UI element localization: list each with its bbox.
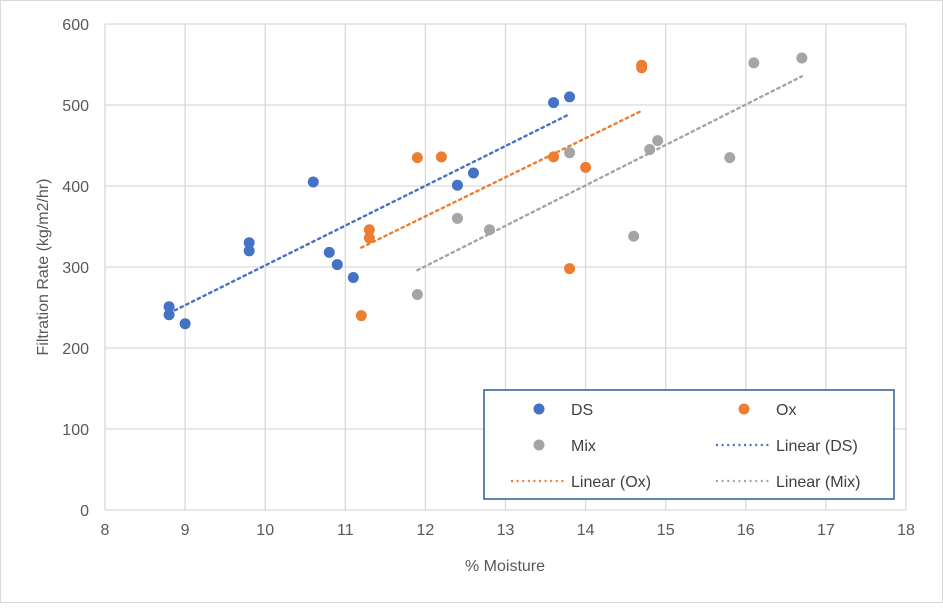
legend-label: Ox xyxy=(776,402,796,419)
point-ox xyxy=(363,232,375,244)
trendline-ox xyxy=(360,109,643,249)
x-tick-label: 13 xyxy=(497,522,515,539)
y-axis-label: Filtration Rate (kg/m2/hr) xyxy=(35,179,52,356)
legend-label: Linear (DS) xyxy=(776,438,858,455)
point-mix xyxy=(796,52,808,64)
y-tick-label: 200 xyxy=(62,341,89,358)
legend-item-ox: Ox xyxy=(738,402,796,419)
point-ox xyxy=(363,224,375,236)
x-tick-labels: 8 9 10 11 12 13 14 15 16 17 18 xyxy=(101,522,915,539)
trendline-ds xyxy=(167,112,571,315)
legend-label: Mix xyxy=(571,438,596,455)
point-mix xyxy=(411,289,423,301)
point-ds xyxy=(243,237,255,249)
point-ds xyxy=(564,91,576,103)
point-ds xyxy=(548,97,560,109)
point-mix xyxy=(451,212,463,224)
point-ox xyxy=(564,263,576,275)
legend-marker-icon xyxy=(738,403,750,415)
x-tick-label: 14 xyxy=(577,522,595,539)
point-mix xyxy=(483,224,495,236)
point-mix xyxy=(628,230,640,242)
point-ox xyxy=(435,151,447,163)
legend-label: Linear (Ox) xyxy=(571,474,651,491)
x-tick-label: 15 xyxy=(657,522,675,539)
y-tick-label: 0 xyxy=(80,503,89,520)
legend-item-ds: DS xyxy=(533,402,593,419)
y-tick-label: 500 xyxy=(62,98,89,115)
legend-marker-icon xyxy=(533,439,545,451)
point-ox xyxy=(580,161,592,173)
trendlines xyxy=(167,75,804,315)
legend-box xyxy=(483,389,895,500)
point-ds xyxy=(243,245,255,257)
x-tick-label: 11 xyxy=(337,522,354,539)
x-tick-label: 16 xyxy=(737,522,755,539)
point-ds xyxy=(331,259,343,271)
legend-item-linear-mix: Linear (Mix) xyxy=(716,474,860,491)
point-mix xyxy=(748,57,760,69)
data-points xyxy=(163,52,808,330)
x-tick-label: 12 xyxy=(417,522,435,539)
point-mix xyxy=(652,135,664,147)
y-tick-label: 300 xyxy=(62,260,89,277)
y-tick-label: 400 xyxy=(62,179,89,196)
y-tick-labels: 0 100 200 300 400 500 600 xyxy=(62,17,89,520)
legend-item-linear-ox: Linear (Ox) xyxy=(511,474,651,491)
point-ds xyxy=(467,167,479,179)
legend-marker-icon xyxy=(533,403,545,415)
legend-item-linear-ds: Linear (DS) xyxy=(716,438,858,455)
point-mix xyxy=(564,147,576,159)
point-ox xyxy=(636,59,648,71)
point-ds xyxy=(163,301,175,313)
point-ox xyxy=(411,152,423,164)
legend-item-mix: Mix xyxy=(533,438,596,455)
x-tick-label: 18 xyxy=(897,522,915,539)
x-tick-label: 17 xyxy=(817,522,835,539)
trendline-mix xyxy=(416,75,804,272)
y-tick-label: 600 xyxy=(62,17,89,34)
point-ds xyxy=(179,318,191,330)
point-ds xyxy=(307,176,319,188)
legend-label: Linear (Mix) xyxy=(776,474,860,491)
point-ds xyxy=(347,272,359,284)
x-axis-label: % Moisture xyxy=(465,558,545,575)
point-ds xyxy=(451,179,463,191)
y-tick-label: 100 xyxy=(62,422,89,439)
point-mix xyxy=(644,144,656,156)
x-tick-label: 10 xyxy=(256,522,274,539)
point-ox xyxy=(355,310,367,322)
point-mix xyxy=(724,152,736,164)
point-ds xyxy=(323,246,335,258)
point-ds xyxy=(163,309,175,321)
legend-label: DS xyxy=(571,402,593,419)
x-tick-label: 9 xyxy=(181,522,190,539)
legend: DS Ox Mix Linear (DS) Linear (Ox) Linear (Mix… xyxy=(483,389,895,500)
point-ox xyxy=(548,151,560,163)
x-tick-label: 8 xyxy=(101,522,110,539)
